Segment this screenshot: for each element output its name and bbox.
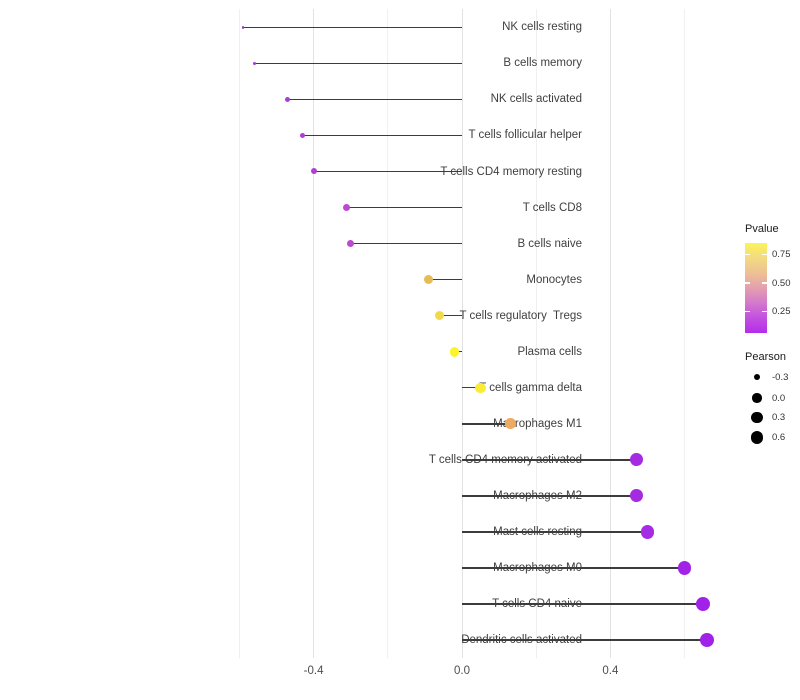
gridline-minor bbox=[238, 9, 240, 658]
lollipop-dot bbox=[475, 382, 486, 393]
lollipop-stem bbox=[346, 206, 462, 209]
category-label: T cells CD8 bbox=[522, 201, 582, 214]
category-label: T cells gamma delta bbox=[479, 381, 582, 394]
lollipop-stem bbox=[428, 278, 462, 281]
lollipop-stem bbox=[313, 170, 462, 173]
lollipop-stem bbox=[287, 98, 462, 101]
category-label: T cells regulatory Tregs bbox=[459, 309, 582, 322]
pvalue-bar-tick bbox=[762, 282, 767, 284]
pvalue-tick-label: 0.25 bbox=[772, 305, 791, 317]
lollipop-dot bbox=[696, 597, 711, 612]
pearson-legend-title: Pearson bbox=[745, 351, 786, 363]
pvalue-bar-tick bbox=[745, 310, 750, 313]
category-label: T cells CD4 memory resting bbox=[440, 165, 582, 178]
lollipop-stem bbox=[462, 459, 637, 461]
pearson-size-dot bbox=[751, 411, 763, 424]
lollipop-dot bbox=[424, 275, 434, 285]
lollipop-stem bbox=[462, 567, 685, 569]
lollipop-dot bbox=[629, 489, 643, 503]
category-label: Monocytes bbox=[526, 273, 582, 286]
pvalue-bar-tick bbox=[762, 310, 767, 313]
lollipop-dot bbox=[252, 61, 256, 66]
pearson-size-label: 0.0 bbox=[772, 392, 786, 404]
pvalue-legend-title: Pvalue bbox=[745, 223, 779, 235]
category-label: B cells memory bbox=[503, 57, 582, 70]
gridline-minor bbox=[387, 9, 389, 658]
lollipop-dot bbox=[504, 418, 516, 430]
pvalue-bar-tick bbox=[745, 253, 750, 256]
pearson-size-label: -0.3 bbox=[772, 371, 789, 383]
lollipop-dot bbox=[677, 561, 692, 575]
pearson-size-dot bbox=[752, 393, 762, 403]
gridline-major bbox=[609, 9, 611, 658]
pvalue-tick-label: 0.50 bbox=[772, 277, 791, 289]
lollipop-stem bbox=[254, 62, 462, 65]
lollipop-stem bbox=[462, 639, 707, 641]
lollipop-stem bbox=[302, 134, 462, 137]
lollipop-dot bbox=[299, 132, 306, 139]
pearson-size-label: 0.6 bbox=[772, 432, 786, 443]
pearson-size-dot bbox=[753, 373, 761, 381]
category-label: T cells follicular helper bbox=[468, 129, 582, 142]
x-tick-label: -0.4 bbox=[303, 665, 324, 677]
category-label: NK cells resting bbox=[502, 21, 582, 34]
gridline-minor bbox=[535, 9, 537, 658]
category-label: B cells naive bbox=[517, 237, 582, 250]
lollipop-stem bbox=[350, 242, 462, 245]
pearson-size-label: 0.3 bbox=[772, 412, 786, 423]
lollipop-stem bbox=[439, 315, 462, 317]
gridline-major bbox=[461, 9, 463, 658]
lollipop-stem bbox=[462, 387, 481, 389]
lollipop-stem bbox=[243, 26, 462, 28]
pvalue-bar-tick bbox=[745, 282, 750, 284]
pvalue-bar-tick bbox=[762, 253, 767, 256]
lollipop-dot bbox=[699, 633, 714, 648]
lollipop-dot bbox=[640, 525, 655, 539]
x-tick-label: 0.4 bbox=[602, 665, 619, 677]
lollipop-dot bbox=[310, 168, 317, 175]
lollipop-stem bbox=[462, 495, 637, 497]
pearson-size-dot bbox=[750, 431, 764, 444]
pvalue-tick-label: 0.75 bbox=[772, 249, 791, 261]
gridline-minor bbox=[684, 9, 686, 658]
lollipop-dot bbox=[435, 311, 445, 321]
lollipop-dot bbox=[343, 204, 351, 212]
lollipop-dot bbox=[285, 96, 291, 102]
category-label: Plasma cells bbox=[517, 345, 582, 358]
lollipop-stem bbox=[462, 603, 704, 605]
pvalue-gradient-bar bbox=[745, 243, 767, 333]
lollipop-dot bbox=[241, 25, 245, 29]
gridline-major bbox=[313, 9, 315, 658]
lollipop-stem bbox=[462, 423, 511, 425]
lollipop-dot bbox=[449, 346, 460, 357]
lollipop-stem bbox=[462, 531, 648, 533]
category-label: NK cells activated bbox=[490, 93, 582, 106]
x-tick-label: 0.0 bbox=[454, 665, 470, 677]
lollipop-dot bbox=[347, 240, 355, 248]
lollipop-dot bbox=[629, 453, 643, 467]
